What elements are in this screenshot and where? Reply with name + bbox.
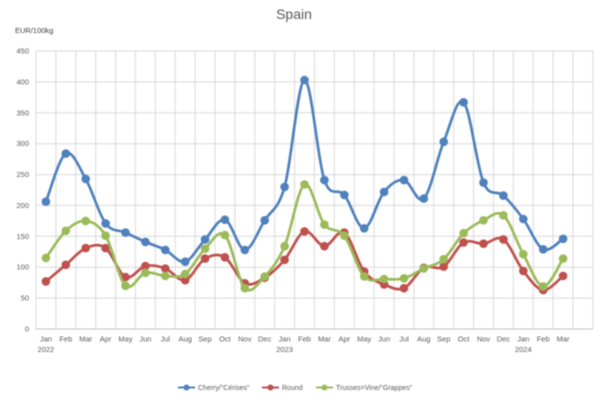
svg-text:Aug: Aug [179, 335, 192, 344]
svg-text:Jan: Jan [279, 335, 291, 344]
svg-text:Jan: Jan [517, 335, 529, 344]
svg-text:Jul: Jul [161, 335, 171, 344]
svg-text:May: May [118, 335, 132, 344]
svg-text:Apr: Apr [100, 335, 112, 344]
svg-text:200: 200 [16, 201, 29, 210]
svg-text:Mar: Mar [557, 335, 570, 344]
svg-text:Dec: Dec [258, 335, 272, 344]
svg-text:Mar: Mar [318, 335, 331, 344]
svg-text:Cherry/“Cérises”: Cherry/“Cérises” [198, 385, 250, 392]
svg-text:Feb: Feb [59, 335, 72, 344]
svg-text:Oct: Oct [219, 335, 232, 344]
svg-text:250: 250 [16, 170, 29, 179]
svg-text:EUR/100kg: EUR/100kg [15, 26, 53, 35]
svg-text:50: 50 [21, 294, 29, 303]
svg-text:450: 450 [16, 47, 29, 56]
svg-text:0: 0 [25, 325, 29, 334]
svg-text:Feb: Feb [537, 335, 550, 344]
svg-text:Jun: Jun [139, 335, 151, 344]
svg-text:Nov: Nov [477, 335, 491, 344]
svg-text:Aug: Aug [417, 335, 430, 344]
svg-text:Spain: Spain [276, 6, 312, 22]
svg-text:Jun: Jun [378, 335, 390, 344]
svg-text:350: 350 [16, 108, 29, 117]
svg-text:Jul: Jul [399, 335, 409, 344]
svg-text:300: 300 [16, 139, 29, 148]
svg-text:May: May [357, 335, 371, 344]
svg-text:Apr: Apr [338, 335, 350, 344]
svg-text:Trusses=Vine/“Grappes”: Trusses=Vine/“Grappes” [336, 385, 413, 392]
svg-text:Nov: Nov [238, 335, 252, 344]
svg-text:Mar: Mar [79, 335, 92, 344]
svg-text:100: 100 [16, 263, 29, 272]
svg-text:2023: 2023 [276, 345, 293, 354]
svg-text:150: 150 [16, 232, 29, 241]
svg-text:Jan: Jan [40, 335, 52, 344]
svg-text:Sep: Sep [437, 335, 450, 344]
svg-text:Round: Round [282, 385, 303, 392]
svg-text:Sep: Sep [198, 335, 211, 344]
svg-text:2022: 2022 [38, 345, 55, 354]
svg-text:2024: 2024 [515, 345, 532, 354]
svg-text:Feb: Feb [298, 335, 311, 344]
svg-text:Dec: Dec [497, 335, 511, 344]
svg-text:Oct: Oct [458, 335, 471, 344]
svg-text:400: 400 [16, 77, 29, 86]
